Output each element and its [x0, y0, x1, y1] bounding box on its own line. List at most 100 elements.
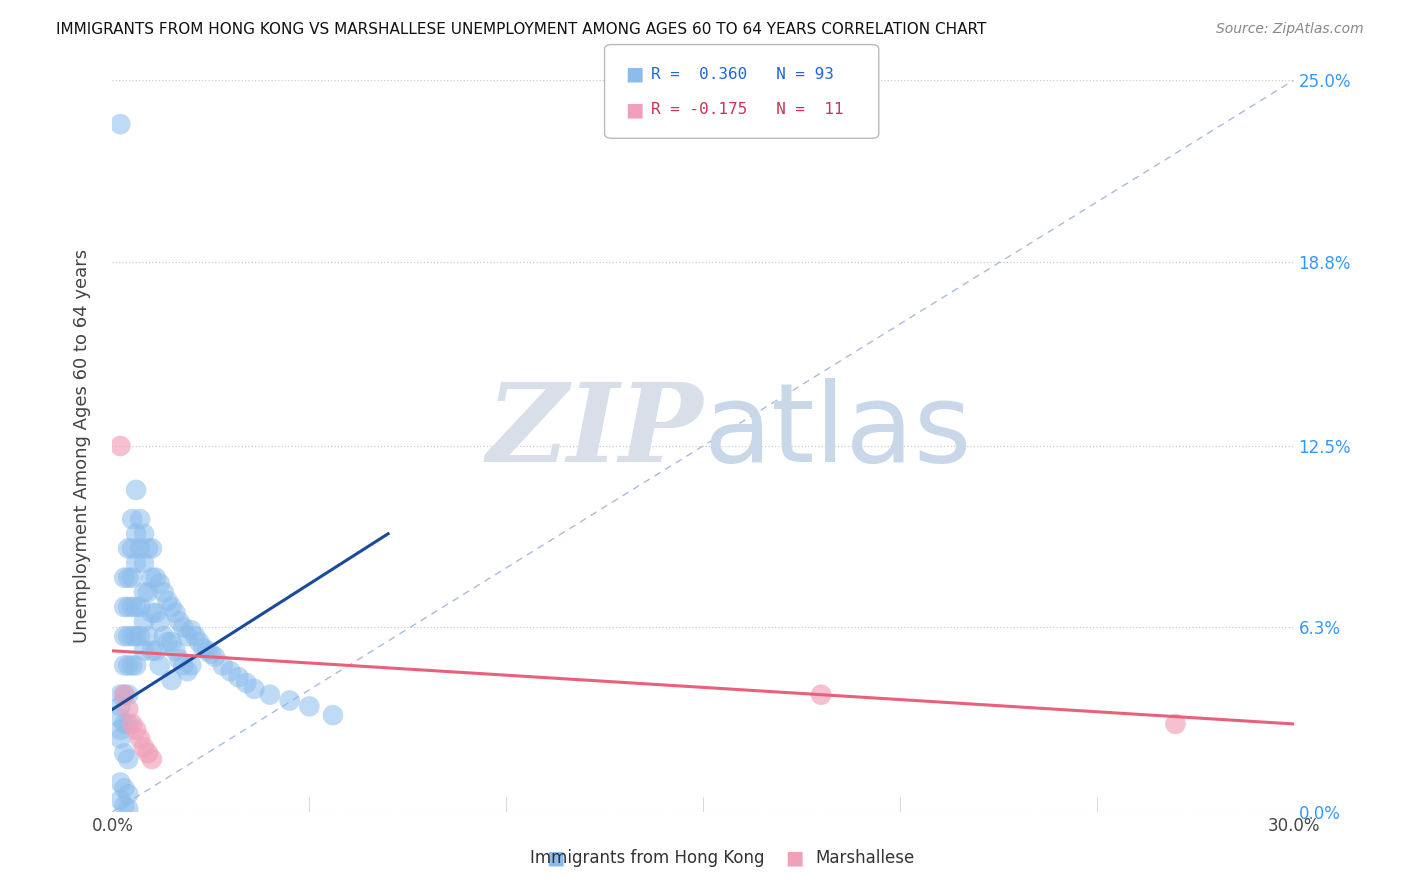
Point — [243, 681, 266, 696]
Point — [172, 658, 194, 673]
Point — [129, 731, 152, 746]
Point — [112, 798, 135, 813]
Point — [141, 571, 163, 585]
Point — [145, 606, 167, 620]
Point — [235, 676, 257, 690]
Point — [259, 688, 281, 702]
Point — [129, 599, 152, 614]
Point — [195, 644, 218, 658]
Text: R = -0.175   N =  11: R = -0.175 N = 11 — [651, 103, 844, 117]
Point — [112, 717, 135, 731]
Point — [136, 629, 159, 643]
Point — [176, 665, 198, 679]
Text: atlas: atlas — [703, 378, 972, 485]
Point — [132, 740, 155, 755]
Point — [136, 746, 159, 760]
Text: Marshallese: Marshallese — [815, 849, 914, 867]
Point — [149, 658, 172, 673]
Point — [132, 644, 155, 658]
Point — [188, 635, 211, 649]
Point — [136, 541, 159, 556]
Point — [121, 599, 143, 614]
Point — [117, 702, 139, 716]
Point — [110, 723, 132, 737]
Point — [121, 512, 143, 526]
Point — [165, 644, 187, 658]
Text: Immigrants from Hong Kong: Immigrants from Hong Kong — [530, 849, 763, 867]
Point — [156, 594, 179, 608]
Point — [121, 571, 143, 585]
Point — [110, 439, 132, 453]
Point — [112, 781, 135, 796]
Point — [117, 752, 139, 766]
Point — [110, 699, 132, 714]
Point — [117, 717, 139, 731]
Point — [117, 658, 139, 673]
Point — [152, 629, 174, 643]
Point — [117, 787, 139, 801]
Point — [110, 688, 132, 702]
Point — [191, 640, 214, 655]
Text: ■: ■ — [626, 64, 644, 84]
Point — [110, 775, 132, 789]
Point — [132, 556, 155, 570]
Point — [112, 688, 135, 702]
Point — [810, 688, 832, 702]
Point — [110, 793, 132, 807]
Point — [112, 688, 135, 702]
Point — [141, 644, 163, 658]
Point — [160, 635, 183, 649]
Point — [136, 585, 159, 599]
Y-axis label: Unemployment Among Ages 60 to 64 years: Unemployment Among Ages 60 to 64 years — [73, 249, 91, 643]
Point — [298, 699, 321, 714]
Point — [112, 658, 135, 673]
Point — [132, 615, 155, 629]
Point — [169, 652, 191, 666]
Point — [129, 512, 152, 526]
Point — [117, 571, 139, 585]
Point — [149, 576, 172, 591]
Point — [176, 629, 198, 643]
Point — [125, 556, 148, 570]
Point — [117, 802, 139, 816]
Point — [125, 629, 148, 643]
Point — [117, 629, 139, 643]
Point — [184, 629, 207, 643]
Point — [117, 599, 139, 614]
Text: ■: ■ — [626, 100, 644, 120]
Point — [132, 585, 155, 599]
Point — [165, 606, 187, 620]
Point — [141, 752, 163, 766]
Point — [117, 541, 139, 556]
Point — [145, 644, 167, 658]
Point — [125, 526, 148, 541]
Point — [160, 673, 183, 687]
Point — [1164, 717, 1187, 731]
Point — [219, 665, 242, 679]
Point — [125, 723, 148, 737]
Point — [112, 599, 135, 614]
Point — [141, 541, 163, 556]
Point — [121, 629, 143, 643]
Point — [278, 693, 301, 707]
Point — [110, 711, 132, 725]
Point — [129, 629, 152, 643]
Point — [141, 606, 163, 620]
Point — [180, 658, 202, 673]
Point — [322, 708, 344, 723]
Point — [204, 649, 226, 664]
Text: ZIP: ZIP — [486, 377, 703, 485]
Point — [110, 117, 132, 131]
Text: R =  0.360   N = 93: R = 0.360 N = 93 — [651, 67, 834, 81]
Point — [172, 620, 194, 634]
Point — [156, 635, 179, 649]
Point — [125, 483, 148, 497]
Point — [169, 615, 191, 629]
Text: ■: ■ — [785, 848, 804, 868]
Point — [112, 571, 135, 585]
Point — [125, 658, 148, 673]
Point — [145, 571, 167, 585]
Point — [132, 526, 155, 541]
Point — [125, 599, 148, 614]
Point — [211, 658, 233, 673]
